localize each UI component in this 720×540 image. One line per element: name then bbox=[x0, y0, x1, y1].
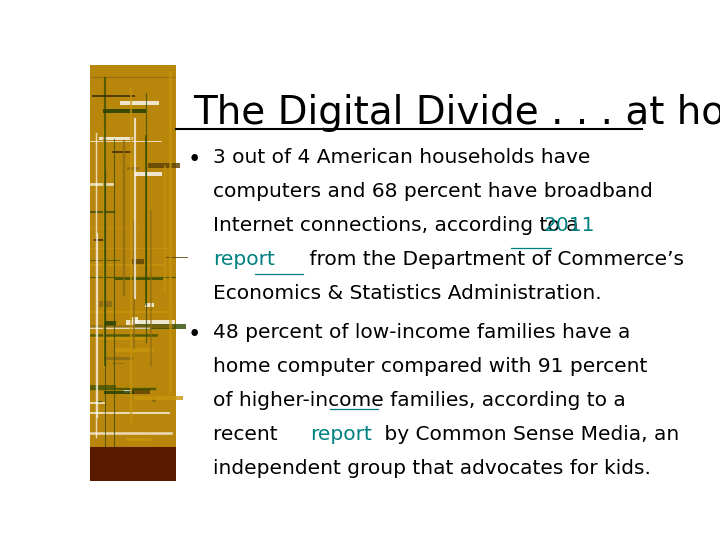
Text: report: report bbox=[310, 425, 372, 444]
Bar bbox=[100, 338, 147, 340]
Bar bbox=[105, 357, 133, 360]
Bar bbox=[135, 172, 163, 176]
Bar bbox=[125, 157, 170, 158]
Text: 3 out of 4 American households have: 3 out of 4 American households have bbox=[213, 148, 590, 167]
Bar bbox=[145, 303, 154, 307]
Bar bbox=[153, 397, 156, 402]
Bar bbox=[90, 447, 176, 481]
Text: computers and 68 percent have broadband: computers and 68 percent have broadband bbox=[213, 182, 652, 201]
Text: 48 percent of low-income families have a: 48 percent of low-income families have a bbox=[213, 322, 630, 342]
Bar bbox=[104, 391, 134, 394]
Text: Internet connections, according to a: Internet connections, according to a bbox=[213, 216, 585, 235]
Bar bbox=[135, 324, 186, 329]
Bar bbox=[134, 396, 183, 400]
Bar bbox=[99, 137, 132, 140]
Text: Economics & Statistics Administration.: Economics & Statistics Administration. bbox=[213, 285, 601, 303]
Text: 2011: 2011 bbox=[543, 216, 595, 235]
Bar bbox=[127, 389, 150, 394]
Bar bbox=[104, 321, 116, 326]
Bar bbox=[148, 163, 180, 168]
Text: by Common Sense Media, an: by Common Sense Media, an bbox=[378, 425, 680, 444]
Bar bbox=[132, 259, 144, 265]
Bar bbox=[166, 257, 188, 258]
Bar bbox=[97, 401, 102, 403]
Text: of higher-income families, according to a: of higher-income families, according to … bbox=[213, 391, 626, 410]
Text: independent group that advocates for kids.: independent group that advocates for kid… bbox=[213, 459, 651, 478]
Bar bbox=[127, 320, 175, 325]
Bar bbox=[115, 348, 154, 352]
Bar bbox=[120, 101, 159, 105]
Bar bbox=[103, 109, 145, 113]
Bar bbox=[124, 390, 132, 393]
Bar bbox=[90, 65, 176, 481]
Bar bbox=[94, 239, 105, 241]
Text: home computer compared with 91 percent: home computer compared with 91 percent bbox=[213, 357, 647, 376]
Text: •: • bbox=[188, 322, 201, 346]
Text: report: report bbox=[213, 250, 274, 269]
Text: recent: recent bbox=[213, 425, 284, 444]
Text: from the Department of Commerce’s: from the Department of Commerce’s bbox=[303, 250, 684, 269]
Bar bbox=[132, 316, 138, 323]
Bar bbox=[126, 438, 151, 441]
Bar bbox=[115, 278, 163, 280]
Bar bbox=[127, 167, 140, 171]
Text: •: • bbox=[188, 148, 201, 171]
Bar bbox=[112, 151, 132, 153]
Bar bbox=[91, 96, 135, 98]
Bar bbox=[99, 301, 112, 307]
Text: The Digital Divide . . . at home: The Digital Divide . . . at home bbox=[193, 94, 720, 132]
